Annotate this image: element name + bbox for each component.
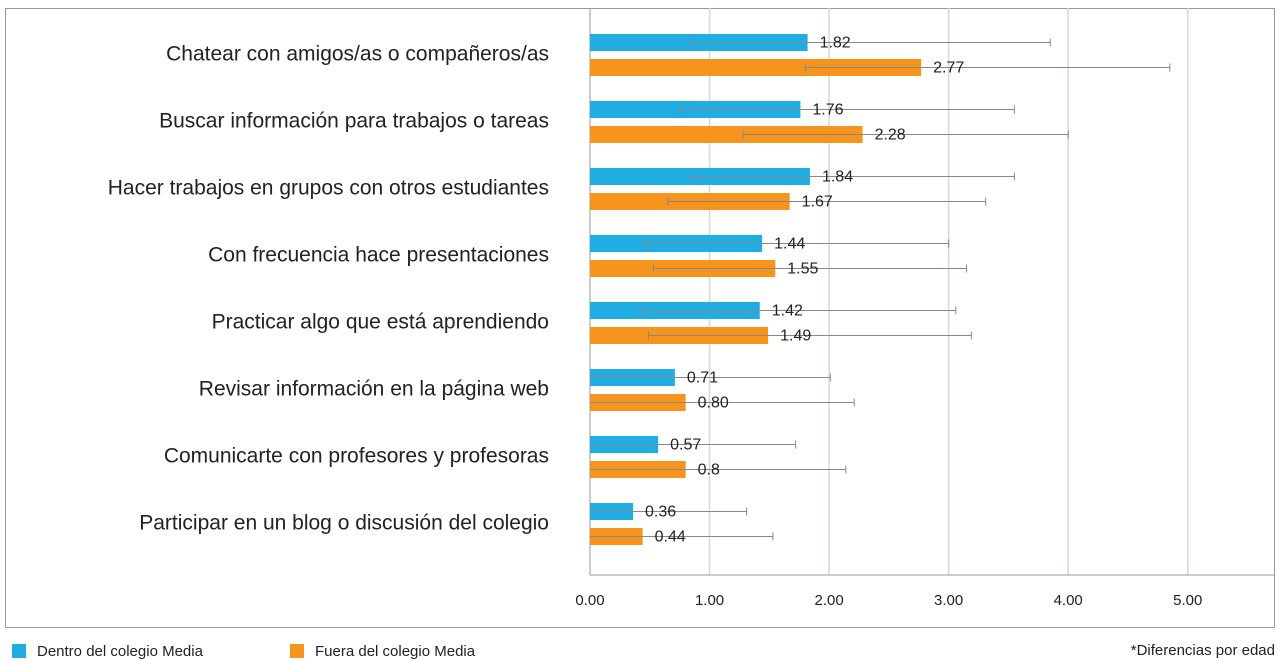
category-label: Hacer trabajos en grupos con otros estud… [108,177,549,200]
value-label: 0.80 [698,395,729,412]
value-label: 1.42 [772,303,803,320]
value-label: 1.55 [787,261,818,278]
category-label: Participar en un blog o discusión del co… [139,512,549,535]
x-tick-label: 2.00 [814,592,843,609]
x-tick-label: 3.00 [934,592,963,609]
value-label: 0.8 [698,462,720,479]
x-tick-label: 0.00 [575,592,604,609]
chart-frame [5,8,1275,628]
x-tick-label: 1.00 [695,592,724,609]
value-label: 1.44 [774,236,805,253]
value-label: 1.49 [780,328,811,345]
value-label: 2.77 [933,60,964,77]
legend-label: Fuera del colegio Media [315,643,476,660]
legend-swatch [290,644,304,658]
x-tick-label: 4.00 [1054,592,1083,609]
bar [590,59,922,76]
value-label: 1.67 [802,194,833,211]
value-label: 0.71 [687,370,718,387]
category-label: Con frecuencia hace presentaciones [208,244,549,267]
value-label: 2.28 [875,127,906,144]
category-label: Buscar información para trabajos o tarea… [159,110,549,133]
category-label: Chatear con amigos/as o compañeros/as [166,43,549,66]
category-label: Practicar algo que está aprendiendo [212,311,549,334]
value-label: 0.44 [655,529,686,546]
x-tick-label: 5.00 [1173,592,1202,609]
value-label: 1.76 [812,102,843,119]
legend-swatch [12,644,26,658]
value-label: 1.84 [822,169,853,186]
category-label: Revisar información en la página web [199,378,549,401]
value-label: 0.57 [670,437,701,454]
note: *Diferencias por edad [1131,642,1275,659]
value-label: 1.82 [820,35,851,52]
bar [590,126,863,143]
value-label: 0.36 [645,504,676,521]
legend-label: Dentro del colegio Media [37,643,204,660]
category-label: Comunicarte con profesores y profesoras [164,445,549,468]
